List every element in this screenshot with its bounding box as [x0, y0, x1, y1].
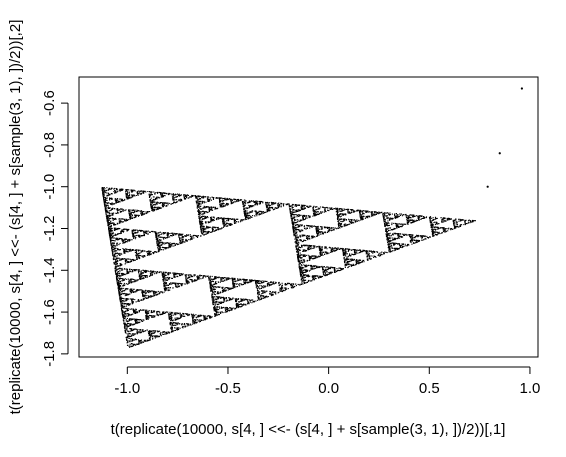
- x-tick-label: 0.5: [419, 380, 440, 397]
- y-tick-label: -1.4: [41, 257, 58, 283]
- y-tick-label: -0.8: [41, 132, 58, 158]
- y-tick-label: -1.8: [41, 341, 58, 367]
- data-point: [498, 152, 501, 155]
- y-axis: -1.8 -1.6 -1.4 -1.2 -1.0 -0.8 -0.6: [41, 90, 69, 367]
- y-tick-label: -1.6: [41, 299, 58, 325]
- x-axis-title: t(replicate(10000, s[4, ] <<- (s[4, ] + …: [111, 421, 506, 438]
- plot-frame: [78, 76, 539, 358]
- x-tick-label: 0.0: [318, 380, 339, 397]
- data-point: [486, 185, 489, 188]
- y-tick-label: -1.0: [41, 174, 58, 200]
- y-tick-label: -0.6: [41, 90, 58, 116]
- x-tick-label: 1.0: [520, 380, 541, 397]
- x-tick-label: -0.5: [215, 380, 241, 397]
- data-points: [101, 87, 523, 348]
- y-tick-label: -1.2: [41, 216, 58, 242]
- y-axis-title: t(replicate(10000, s[4, ] <<- (s[4, ] + …: [7, 20, 24, 415]
- data-point: [520, 87, 523, 90]
- x-tick-label: -1.0: [114, 380, 140, 397]
- x-axis: -1.0 -0.5 0.0 0.5 1.0: [114, 366, 541, 397]
- sierpinski-points: [101, 186, 476, 348]
